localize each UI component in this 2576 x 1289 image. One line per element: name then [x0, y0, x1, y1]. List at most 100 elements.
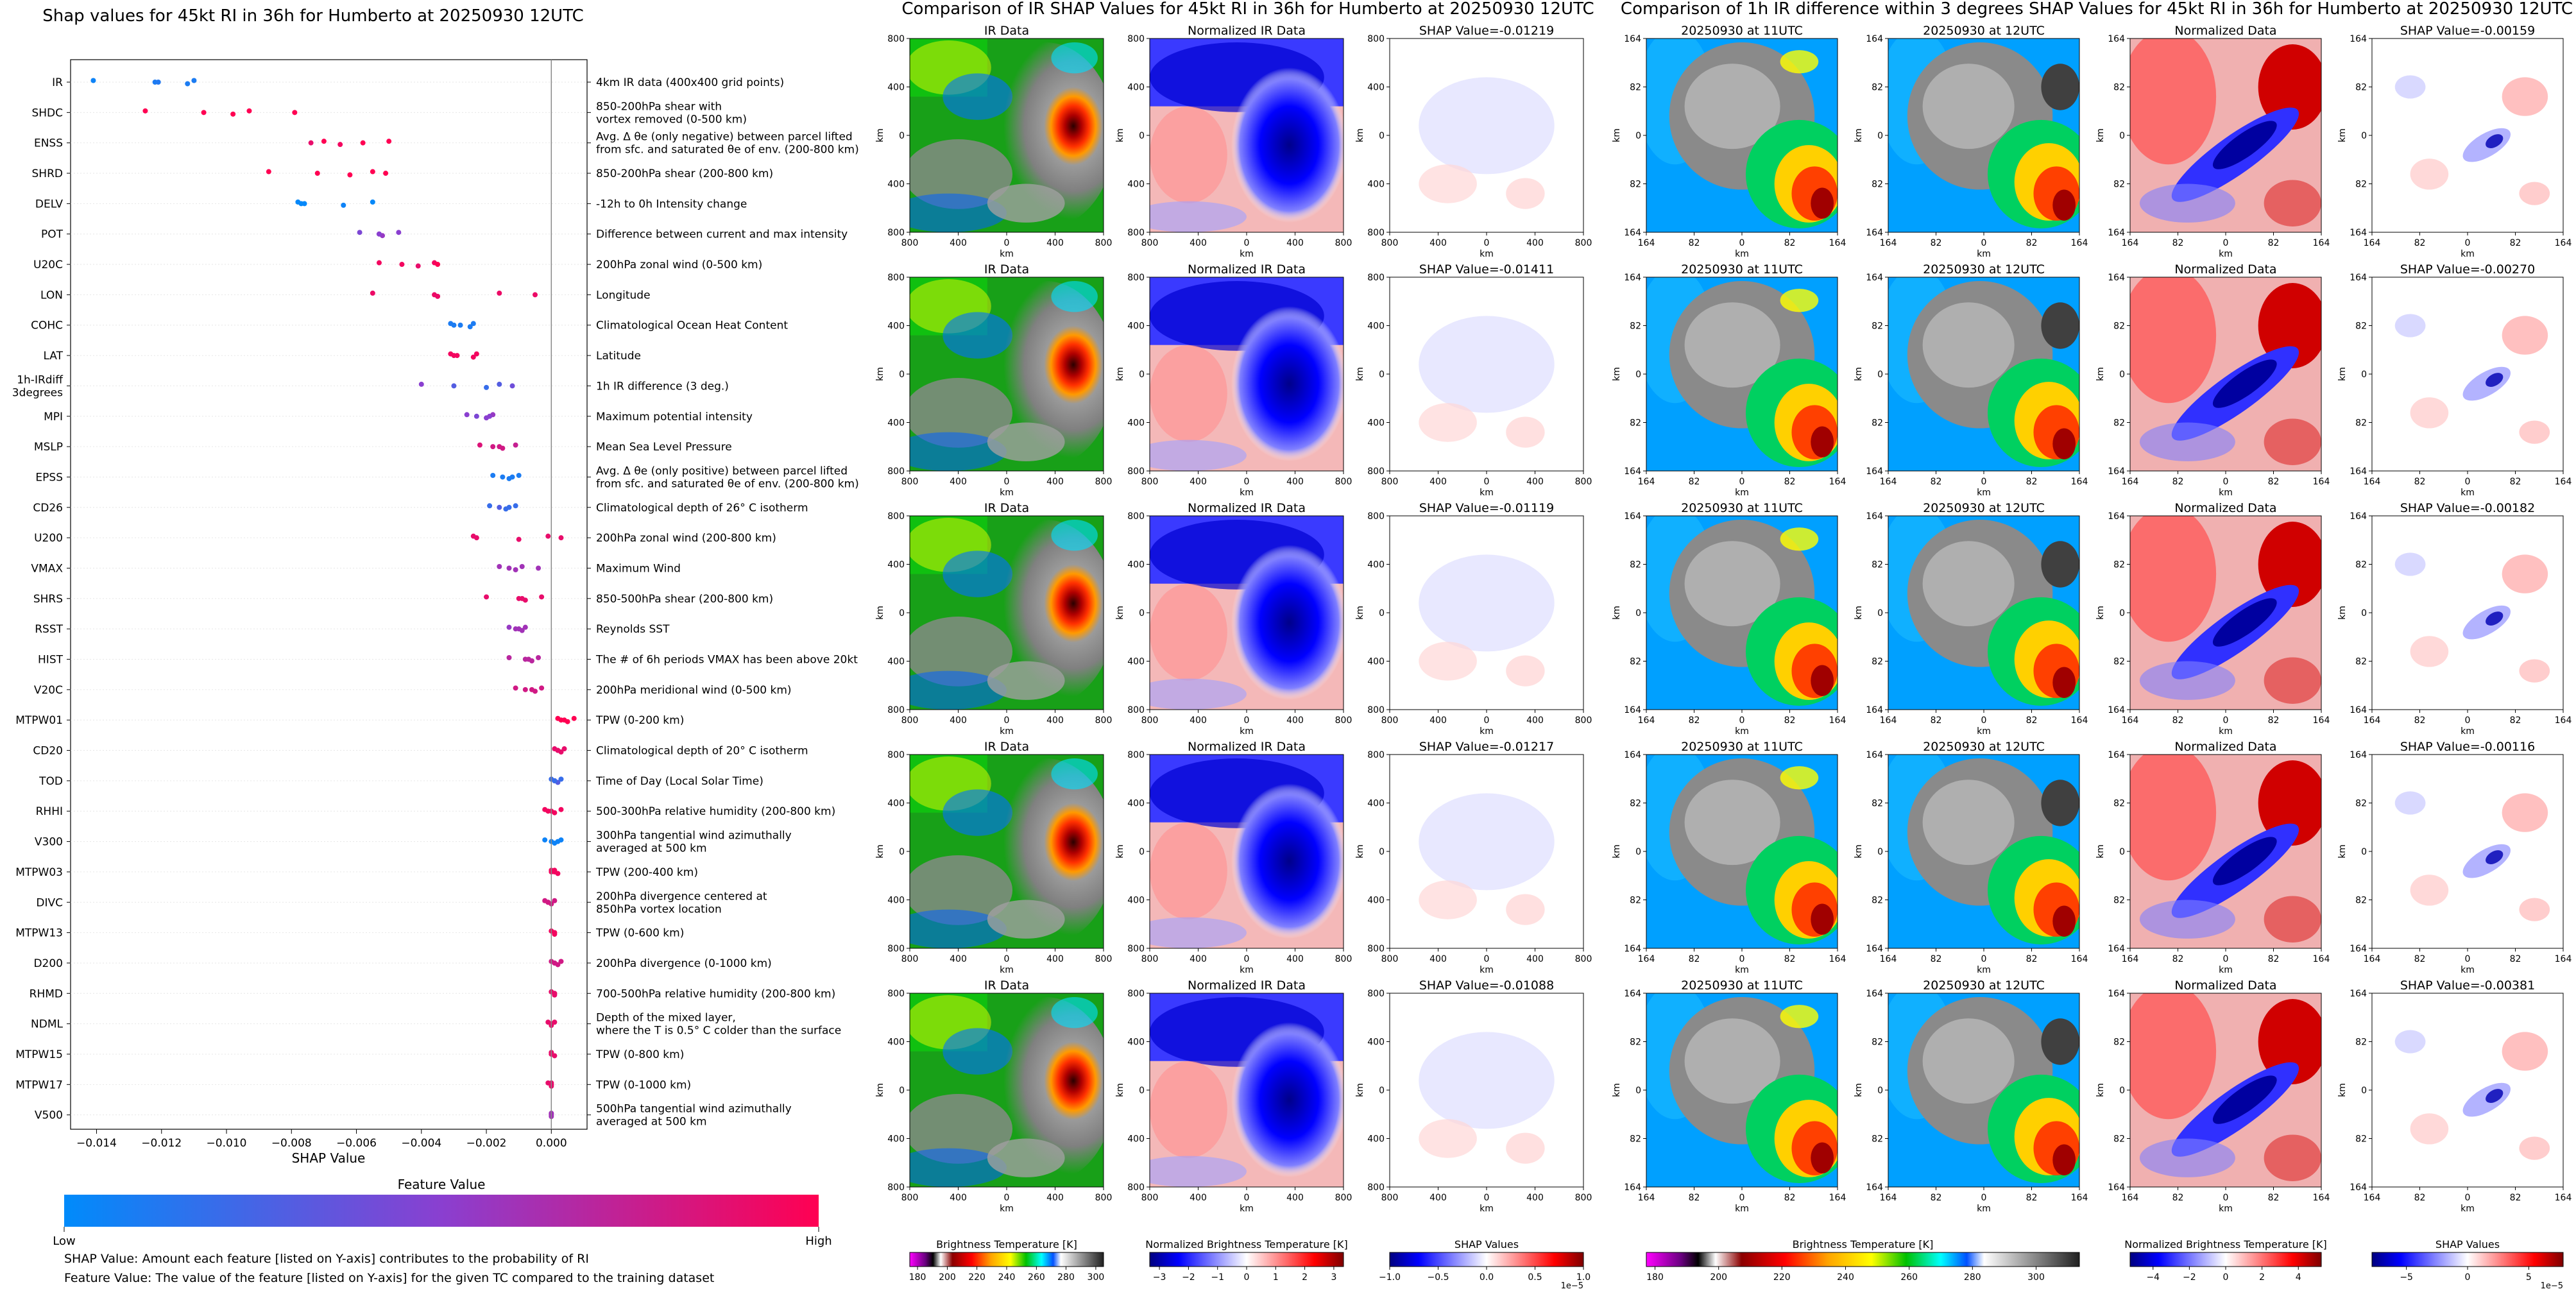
shap-point [545, 900, 551, 905]
y-tick-label: 800 [887, 273, 905, 283]
shap-point [552, 960, 558, 966]
shap-point [552, 991, 558, 996]
y-tick-label: 0 [2119, 608, 2125, 619]
shap-point [473, 535, 479, 541]
shap-point [536, 565, 542, 571]
x-tick-label: 164 [2071, 1193, 2088, 1203]
colorbar-tick-label: 260 [1900, 1272, 1918, 1283]
y-tick-label: 0 [2119, 847, 2125, 857]
x-tick-label: 0 [2223, 477, 2229, 487]
note-shap-value: SHAP Value: Amount each feature [listed … [64, 1252, 589, 1266]
y-tick-label: 164 [2350, 1182, 2367, 1193]
y-tick-label: 400 [887, 799, 905, 809]
x-tick-label: 82 [1689, 715, 1700, 726]
subplot-title: 20250930 at 11UTC [1681, 501, 1803, 515]
x-tick-label: −0.012 [141, 1137, 182, 1150]
shap-point [435, 262, 441, 268]
x-axis-label: km [1000, 488, 1014, 498]
x-axis-label: km [2461, 488, 2475, 498]
x-tick-label: 82 [2172, 715, 2184, 726]
ir-11utc-image [1646, 38, 1838, 233]
subplot-title: 20250930 at 11UTC [1681, 24, 1803, 38]
x-tick-label: 800 [1381, 238, 1399, 248]
y-tick-label: 800 [1127, 466, 1145, 477]
x-tick-label: 0 [1004, 1193, 1010, 1203]
y-tick-label: 400 [1127, 418, 1145, 429]
y-tick-label: 82 [1630, 896, 1641, 906]
subplot-title: Normalized IR Data [1188, 24, 1306, 38]
x-tick-label: 800 [1141, 954, 1159, 964]
x-tick-label: 164 [1829, 1193, 1847, 1203]
y-tick-label: 800 [1127, 1182, 1145, 1193]
x-tick-label: 82 [2268, 477, 2280, 487]
feature-description: Maximum potential intensity [596, 411, 753, 423]
shap-point [383, 171, 389, 176]
y-tick-label: 0 [899, 370, 905, 380]
feature-description: 500hPa tangential wind azimuthally averag… [596, 1103, 792, 1129]
x-tick-label: 0 [1244, 954, 1250, 964]
shap-point [477, 442, 482, 448]
y-tick-label: 400 [1367, 1037, 1385, 1048]
right-title: Comparison of 1h IR difference within 3 … [1621, 0, 2573, 19]
y-axis-label: km [1355, 1083, 1365, 1097]
colorbar-tick-label: 260 [1028, 1272, 1045, 1283]
x-tick-label: 164 [2364, 238, 2381, 248]
colorbar [1149, 1252, 1344, 1267]
x-tick-label: 800 [1381, 1193, 1399, 1203]
shap-point [266, 169, 271, 175]
y-tick-label: 400 [1127, 799, 1145, 809]
shap-point [497, 563, 502, 569]
y-axis-label: km [1854, 844, 1864, 858]
x-tick-label: 82 [1784, 477, 1796, 487]
ir-image [909, 754, 1104, 949]
x-tick-label: 164 [1880, 715, 1897, 726]
y-tick-label: 82 [1872, 657, 1883, 667]
y-tick-label: 164 [1866, 228, 1883, 238]
y-tick-label: 82 [2113, 418, 2125, 429]
x-tick-label: 82 [2414, 477, 2426, 487]
shap-point [464, 412, 470, 418]
x-tick-label: 0 [1004, 477, 1010, 487]
shap-point [337, 142, 343, 148]
x-axis-label: km [1480, 249, 1494, 259]
shap-value-title: SHAP Value=-0.01217 [1419, 740, 1554, 754]
x-tick-label: 82 [1931, 238, 1942, 248]
normalized-diff-image [2129, 515, 2322, 710]
y-tick-label: 82 [1872, 1134, 1883, 1145]
feature-description: Climatological depth of 26° C isotherm [596, 502, 808, 515]
x-tick-label: 164 [2122, 715, 2139, 726]
x-tick-label: 82 [2172, 954, 2184, 964]
feature-description: Difference between current and max inten… [596, 228, 848, 241]
ir-image [909, 993, 1104, 1188]
y-tick-label: 82 [1872, 180, 1883, 190]
feature-label: U20C [33, 259, 63, 271]
colorbar-tick-label: 3 [1331, 1272, 1336, 1283]
y-tick-label: 82 [1630, 560, 1641, 570]
x-tick-label: 400 [1429, 477, 1447, 487]
x-tick-label: 0.000 [536, 1137, 567, 1150]
x-tick-label: 0 [2465, 477, 2471, 487]
y-tick-label: 800 [1367, 1182, 1385, 1193]
shap-map [1389, 38, 1584, 233]
feature-description: Maximum Wind [596, 562, 681, 575]
colorbar-tick-label: 2 [1302, 1272, 1308, 1283]
colorbar-tick-label: −0.5 [1428, 1272, 1449, 1283]
y-axis-label: km [1355, 606, 1365, 620]
x-tick-label: 0 [2223, 715, 2229, 726]
x-tick-label: 0 [1739, 715, 1745, 726]
y-axis-label: km [2095, 1083, 2106, 1097]
left-title: Shap values for 45kt RI in 36h for Humbe… [42, 6, 583, 26]
x-axis-label: km [1977, 249, 1991, 259]
x-tick-label: 164 [2364, 477, 2381, 487]
x-tick-label: 400 [1046, 715, 1064, 726]
x-tick-label: 164 [1829, 477, 1847, 487]
y-tick-label: 82 [2355, 1037, 2367, 1048]
x-tick-label: 800 [1381, 954, 1399, 964]
normalized-diff-image [2129, 993, 2322, 1188]
x-axis-label: km [1735, 726, 1749, 737]
x-tick-label: 0 [1484, 477, 1490, 487]
feature-description: Climatological depth of 20° C isotherm [596, 745, 808, 758]
colorbar-label: Brightness Temperature [K] [1793, 1238, 1934, 1251]
shap-point [506, 624, 512, 630]
y-tick-label: 164 [2350, 228, 2367, 238]
